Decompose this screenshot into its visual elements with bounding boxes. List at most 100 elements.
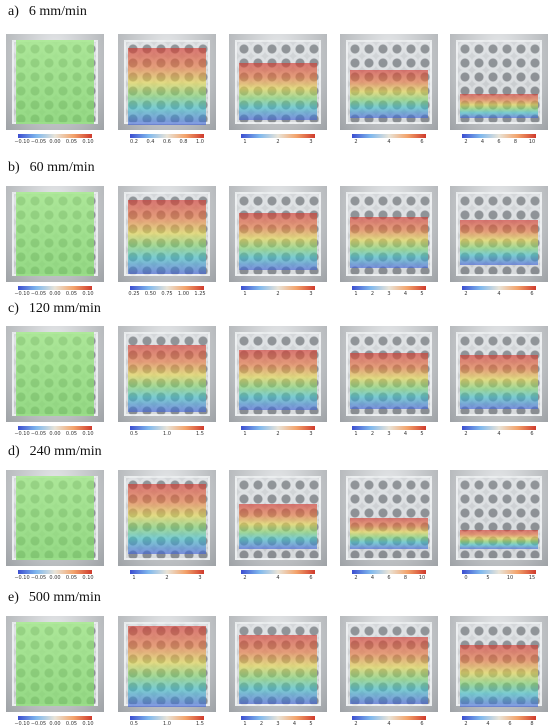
- specimen-photo: [118, 34, 216, 130]
- colorbar-tick-label: 6: [508, 721, 512, 727]
- colorbar-tick-label: 0.5: [130, 721, 138, 727]
- colorbar-tick-label: 0.00: [49, 431, 61, 437]
- colorbar: [352, 570, 426, 574]
- strain-overlay: [238, 212, 318, 271]
- colorbar: [241, 286, 315, 290]
- colorbar: [241, 134, 315, 138]
- strain-overlay: [238, 62, 318, 121]
- colorbar-tick-label: 0.05: [65, 431, 78, 437]
- colorbar-tick-label: −0.10: [14, 139, 30, 145]
- colorbar-tick-label: 0.2: [130, 139, 138, 145]
- colorbar-tick-label: 0.25: [128, 291, 140, 297]
- colorbar-tick-label: 5: [420, 431, 424, 437]
- strain-overlay: [15, 191, 95, 277]
- specimen-photo: [340, 186, 438, 282]
- colorbar-tick-label: 2: [464, 139, 468, 145]
- colorbar-tick-label: 1: [243, 431, 247, 437]
- colorbar-tick-label: 4: [497, 291, 501, 297]
- colorbar-tick-label: 6: [309, 575, 313, 581]
- colorbar: [352, 134, 426, 138]
- colorbar-tick-label: 0.00: [49, 139, 61, 145]
- colorbar: [462, 716, 536, 720]
- specimen-photo: [6, 470, 104, 566]
- speed-label: 120 mm/min: [28, 301, 101, 316]
- colorbar-tick-label: 8: [403, 575, 408, 581]
- colorbar-tick-label: 1: [243, 291, 247, 297]
- colorbar-tick-label: 10: [506, 575, 514, 581]
- colorbar-tick-label: 4: [497, 431, 501, 437]
- colorbar-tick-label: 0.05: [65, 575, 78, 581]
- speed-label: 6 mm/min: [28, 4, 87, 19]
- specimen-photo: [229, 616, 327, 712]
- strain-overlay: [15, 39, 95, 125]
- colorbar-tick-label: 6: [530, 431, 534, 437]
- colorbar-tick-label: 5: [309, 721, 313, 727]
- colorbar-tick-label: 4: [403, 291, 408, 297]
- specimen-photo: [118, 616, 216, 712]
- colorbar-tick-label: 1: [354, 291, 358, 297]
- specimen-photo: [340, 34, 438, 130]
- colorbar: [241, 426, 315, 430]
- strain-overlay: [349, 637, 429, 705]
- colorbar-tick-label: 1: [354, 431, 358, 437]
- colorbar: [462, 286, 536, 290]
- colorbar: [130, 426, 204, 430]
- colorbar-tick-label: 1.25: [194, 291, 206, 297]
- colorbar-tick-label: −0.05: [30, 291, 47, 297]
- colorbar-tick-label: 1.5: [196, 431, 204, 437]
- specimen-photo: [6, 616, 104, 712]
- specimen-photo: [340, 326, 438, 422]
- specimen-photo: [6, 34, 104, 130]
- colorbar: [130, 286, 204, 290]
- colorbar-tick-label: 6: [420, 139, 424, 145]
- colorbar-tick-label: 4: [387, 139, 391, 145]
- colorbar-tick-label: 0.10: [82, 139, 94, 145]
- colorbar-tick-label: 3: [309, 139, 313, 145]
- colorbar: [130, 134, 204, 138]
- strain-overlay: [349, 518, 429, 549]
- specimen-photo: [229, 34, 327, 130]
- strain-overlay: [127, 345, 207, 413]
- strain-overlay: [127, 200, 207, 275]
- row-label: c) 120 mm/min: [8, 301, 111, 317]
- colorbar-tick-label: 0.6: [163, 139, 171, 145]
- colorbar-tick-label: 2: [259, 721, 264, 727]
- specimen-photo: [340, 470, 438, 566]
- colorbar-tick-label: 0.5: [130, 431, 138, 437]
- colorbar-tick-label: 2: [243, 575, 247, 581]
- speed-label: 60 mm/min: [29, 160, 95, 175]
- colorbar-tick-label: 1: [243, 139, 247, 145]
- colorbar-tick-label: 3: [387, 291, 391, 297]
- colorbar-tick-label: 0.05: [65, 291, 78, 297]
- colorbar-tick-label: −0.10: [14, 291, 30, 297]
- colorbar-tick-label: 2: [276, 139, 280, 145]
- colorbar-tick-label: 2: [464, 721, 468, 727]
- panel-letter: b): [8, 160, 20, 175]
- speed-label: 500 mm/min: [28, 590, 101, 605]
- colorbar: [462, 426, 536, 430]
- strain-overlay: [459, 644, 539, 708]
- row-label: b) 60 mm/min: [8, 160, 105, 176]
- strain-overlay: [459, 354, 539, 409]
- colorbar-tick-label: 3: [387, 431, 391, 437]
- colorbar-tick-label: 4: [292, 721, 297, 727]
- colorbar: [241, 716, 315, 720]
- colorbar-tick-label: 4: [480, 139, 485, 145]
- colorbar-tick-label: 1: [132, 575, 136, 581]
- colorbar-tick-label: 4: [486, 721, 490, 727]
- strain-overlay: [459, 529, 539, 549]
- colorbar-tick-label: 3: [276, 721, 280, 727]
- strain-overlay: [459, 219, 539, 265]
- colorbar: [18, 570, 92, 574]
- colorbar-tick-label: 2: [354, 721, 358, 727]
- colorbar-tick-label: −0.10: [14, 721, 30, 727]
- colorbar-tick-label: 6: [420, 721, 424, 727]
- colorbar-tick-label: 6: [530, 291, 534, 297]
- specimen-photo: [450, 186, 548, 282]
- colorbar-tick-label: 0.4: [146, 139, 155, 145]
- strain-overlay: [15, 621, 95, 707]
- colorbar-tick-label: 2: [276, 431, 280, 437]
- colorbar-tick-label: 2: [370, 291, 375, 297]
- colorbar-tick-label: 0.50: [144, 291, 157, 297]
